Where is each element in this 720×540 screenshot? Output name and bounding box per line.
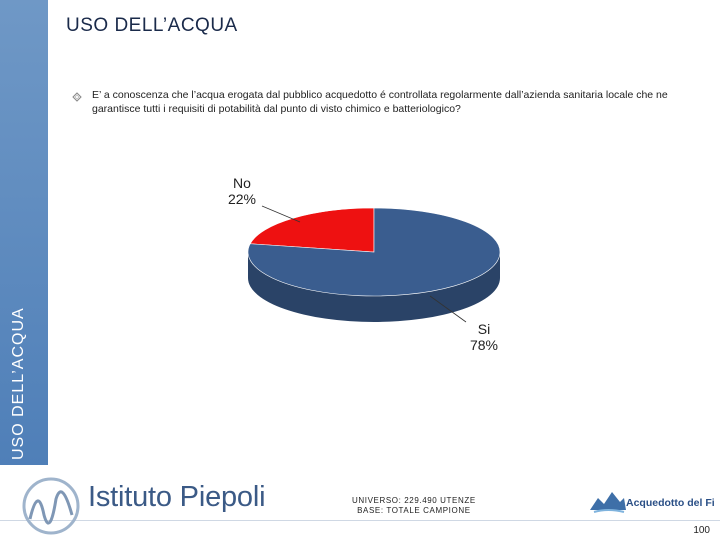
page-number: 100 [693,525,710,536]
universe-note: UNIVERSO: 229.490 UTENZE BASE: TOTALE CA… [352,496,476,516]
footer-divider [0,520,720,521]
sidebar-band [0,0,48,465]
slice-label-si: Si [478,321,490,337]
leader-line-no [261,205,301,223]
page-title: USO DELL’ACQUA [66,15,238,36]
universe-line: UNIVERSO: 229.490 UTENZE [352,496,476,505]
piepoli-logo-icon [22,477,80,535]
slice-value-no: 22% [228,191,256,207]
pie-slice-si [247,207,501,297]
acquedotto-logo: Acquedotto del Fiora [590,492,715,513]
piepoli-logo-text: Istituto Piepoli [88,481,266,513]
pie-slice-no [249,207,375,253]
leader-line-si [429,295,467,323]
survey-question: E’ a conoscenza che l’acqua erogata dal … [92,89,668,115]
wave-icon [593,509,625,513]
mountain-icon [590,492,626,510]
base-line: BASE: TOTALE CAMPIONE [357,506,471,515]
slice-label-no: No [233,175,251,191]
pie-side-si [248,252,500,322]
bullet-icon [72,92,82,102]
acquedotto-logo-text: Acquedotto del Fiora [626,497,715,509]
slice-value-si: 78% [470,337,498,353]
